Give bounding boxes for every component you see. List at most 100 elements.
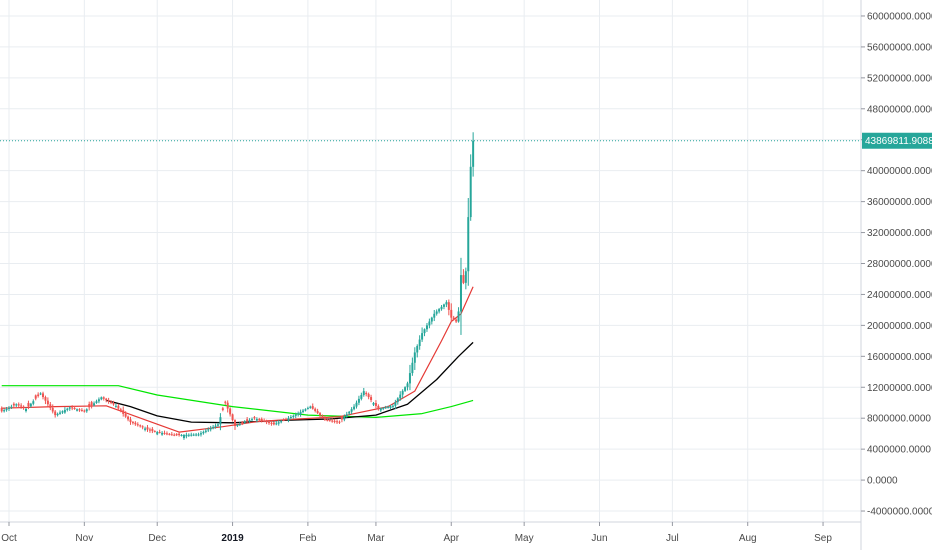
candle-body bbox=[85, 409, 88, 412]
sma-mid-line bbox=[106, 341, 474, 424]
candle-body bbox=[275, 423, 278, 425]
candle-body bbox=[22, 406, 25, 408]
candle-body bbox=[272, 422, 275, 425]
candle-body bbox=[100, 397, 103, 400]
y-tick-label: 20000000.0000 bbox=[867, 321, 932, 332]
candle-body bbox=[141, 426, 144, 428]
candle-body bbox=[408, 373, 411, 384]
candle-body bbox=[226, 402, 229, 409]
candle-body bbox=[425, 325, 428, 330]
y-tick-label: -4000000.0000 bbox=[867, 507, 932, 518]
candle-body bbox=[323, 417, 326, 420]
candle-body bbox=[129, 419, 132, 423]
candle-body bbox=[158, 431, 161, 433]
candle-body bbox=[384, 407, 387, 409]
candle-body bbox=[110, 401, 113, 403]
candle-body bbox=[438, 309, 441, 312]
x-tick-label: Aug bbox=[739, 533, 757, 544]
candle-body bbox=[350, 409, 353, 412]
candle-body bbox=[399, 394, 402, 399]
y-tick-label: 56000000.0000 bbox=[867, 42, 932, 53]
candle-body bbox=[25, 408, 28, 411]
y-tick-label: 52000000.0000 bbox=[867, 73, 932, 84]
candle-body bbox=[161, 432, 164, 435]
candle-body bbox=[83, 410, 86, 412]
candle-body bbox=[428, 321, 431, 326]
candle-body bbox=[345, 414, 348, 417]
moving-averages bbox=[1, 286, 474, 433]
candle-body bbox=[253, 417, 256, 419]
candle-body bbox=[114, 405, 117, 407]
sma-slow-line bbox=[1, 385, 474, 418]
candle-body bbox=[418, 339, 421, 347]
candle-body bbox=[391, 405, 394, 407]
y-tick-label: 8000000.0000 bbox=[867, 414, 931, 425]
candle-body bbox=[447, 302, 450, 310]
candle-body bbox=[309, 406, 312, 408]
candle-body bbox=[156, 431, 159, 435]
candle-body bbox=[29, 403, 32, 407]
candle-body bbox=[39, 393, 42, 395]
candle-body bbox=[3, 410, 6, 412]
last-price-label: 43869811.9088 bbox=[865, 136, 932, 147]
candle-body bbox=[187, 434, 190, 436]
candle-body bbox=[401, 390, 404, 395]
candle-body bbox=[170, 434, 173, 436]
candle-body bbox=[214, 425, 217, 427]
candle-body bbox=[173, 434, 176, 436]
candle-body bbox=[209, 428, 212, 430]
last-price-tag-background bbox=[862, 132, 932, 149]
candle-body bbox=[282, 420, 285, 422]
candle-body bbox=[190, 434, 193, 436]
candle-body bbox=[433, 313, 436, 318]
candle-body bbox=[122, 410, 125, 414]
candle-body bbox=[42, 393, 45, 398]
candle-body bbox=[212, 426, 215, 429]
candle-body bbox=[304, 409, 307, 411]
candle-body bbox=[306, 407, 309, 409]
candle-body bbox=[411, 362, 414, 374]
candle-body bbox=[207, 429, 210, 431]
candle-body bbox=[258, 418, 261, 420]
candle-body bbox=[49, 404, 52, 408]
candle-body bbox=[416, 346, 419, 353]
candle-body bbox=[175, 434, 178, 436]
candle-body bbox=[299, 411, 302, 415]
x-axis[interactable]: Oct Nov Dec 2019 Feb Mar Apr May Jun Jul Aug Sep bbox=[1, 522, 832, 544]
x-tick-label: Dec bbox=[148, 533, 166, 544]
candle-body bbox=[63, 409, 66, 413]
candle-body bbox=[12, 403, 15, 406]
y-tick-label: 0.0000 bbox=[867, 476, 898, 487]
candle-body bbox=[379, 408, 382, 411]
candle-body bbox=[382, 407, 385, 409]
candle-body bbox=[27, 402, 30, 407]
candle-body bbox=[268, 422, 271, 424]
x-tick-label: Sep bbox=[814, 533, 832, 544]
candle-body bbox=[326, 419, 329, 421]
candle-body bbox=[365, 392, 368, 395]
candle-body bbox=[182, 434, 185, 439]
candle-body bbox=[333, 420, 336, 422]
candle-body bbox=[464, 271, 467, 283]
candle-body bbox=[195, 434, 198, 436]
candle-body bbox=[153, 431, 156, 433]
candle-body bbox=[73, 408, 76, 410]
candle-body bbox=[71, 407, 74, 409]
candle-body bbox=[445, 302, 448, 305]
candle-body bbox=[148, 429, 151, 431]
candle-body bbox=[107, 400, 110, 402]
candle-body bbox=[251, 419, 253, 421]
candle-body bbox=[131, 422, 134, 424]
candle-body bbox=[246, 419, 249, 422]
y-axis[interactable]: 60000000.0000 56000000.0000 52000000.0000 4… bbox=[861, 11, 932, 518]
candle-body bbox=[319, 413, 322, 416]
candle-body bbox=[231, 414, 234, 421]
candle-body bbox=[340, 416, 343, 420]
candle-body bbox=[331, 420, 334, 422]
candle-body bbox=[360, 395, 363, 399]
candle-body bbox=[442, 304, 445, 307]
candle-body bbox=[455, 319, 458, 322]
candle-body bbox=[302, 410, 305, 412]
candle-body bbox=[396, 398, 399, 403]
